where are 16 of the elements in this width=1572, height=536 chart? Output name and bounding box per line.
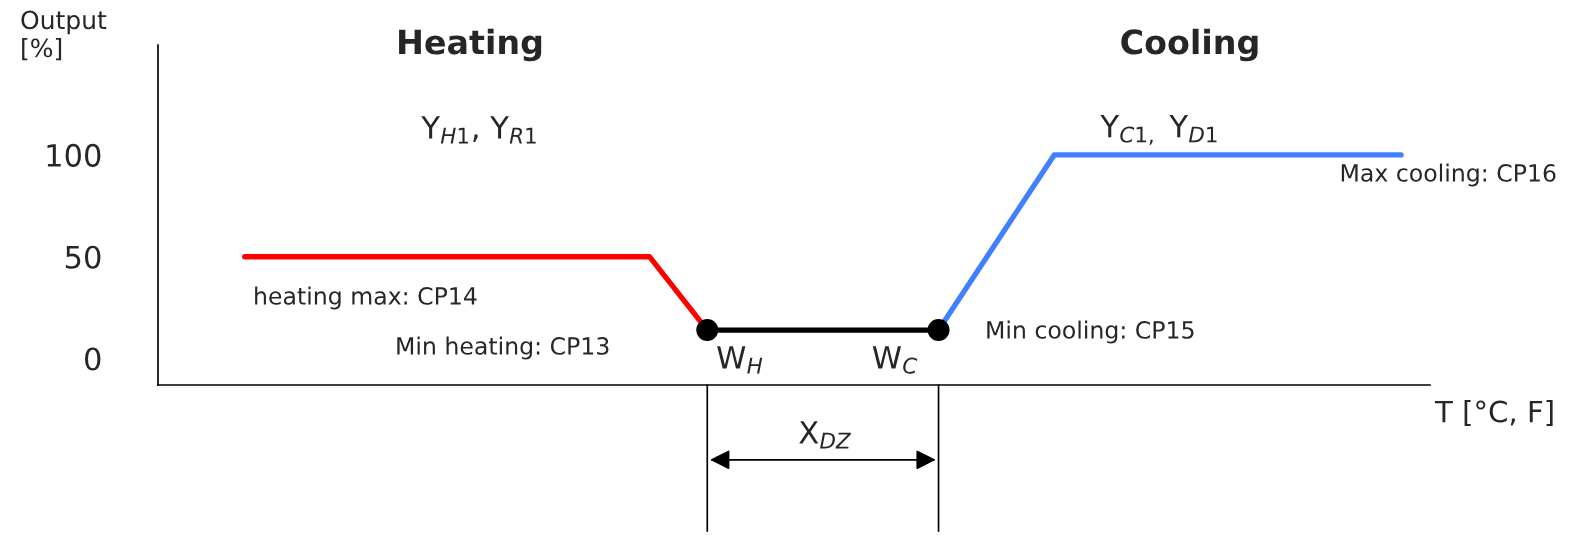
y-tick-label: 0 <box>85 347 101 371</box>
annotation: Min heating: CP13 <box>397 336 609 360</box>
annotation: Min cooling: CP15 <box>987 320 1194 344</box>
y-tick-label: 100 <box>47 143 101 167</box>
y-tick-label: 50 <box>65 245 101 269</box>
annotation: W$_{C}$ <box>872 346 918 374</box>
annotation: Y$_{H1}$, Y$_{R1}$ <box>421 116 536 144</box>
annotation: Y$_{C1,}$ Y$_{D1}$ <box>1100 115 1217 145</box>
annotation: heating max: CP14 <box>255 286 477 310</box>
annotation: Max cooling: CP16 <box>1341 163 1556 187</box>
x-axis-title: T [°C, F] <box>1434 400 1553 427</box>
annotation: Heating <box>399 28 542 62</box>
annotation: Cooling <box>1121 28 1258 62</box>
text: X$_{DZ}$ <box>799 421 851 449</box>
y-axis-title: Output [%] <box>21 10 107 61</box>
annotation: W$_{H}$ <box>717 346 763 374</box>
